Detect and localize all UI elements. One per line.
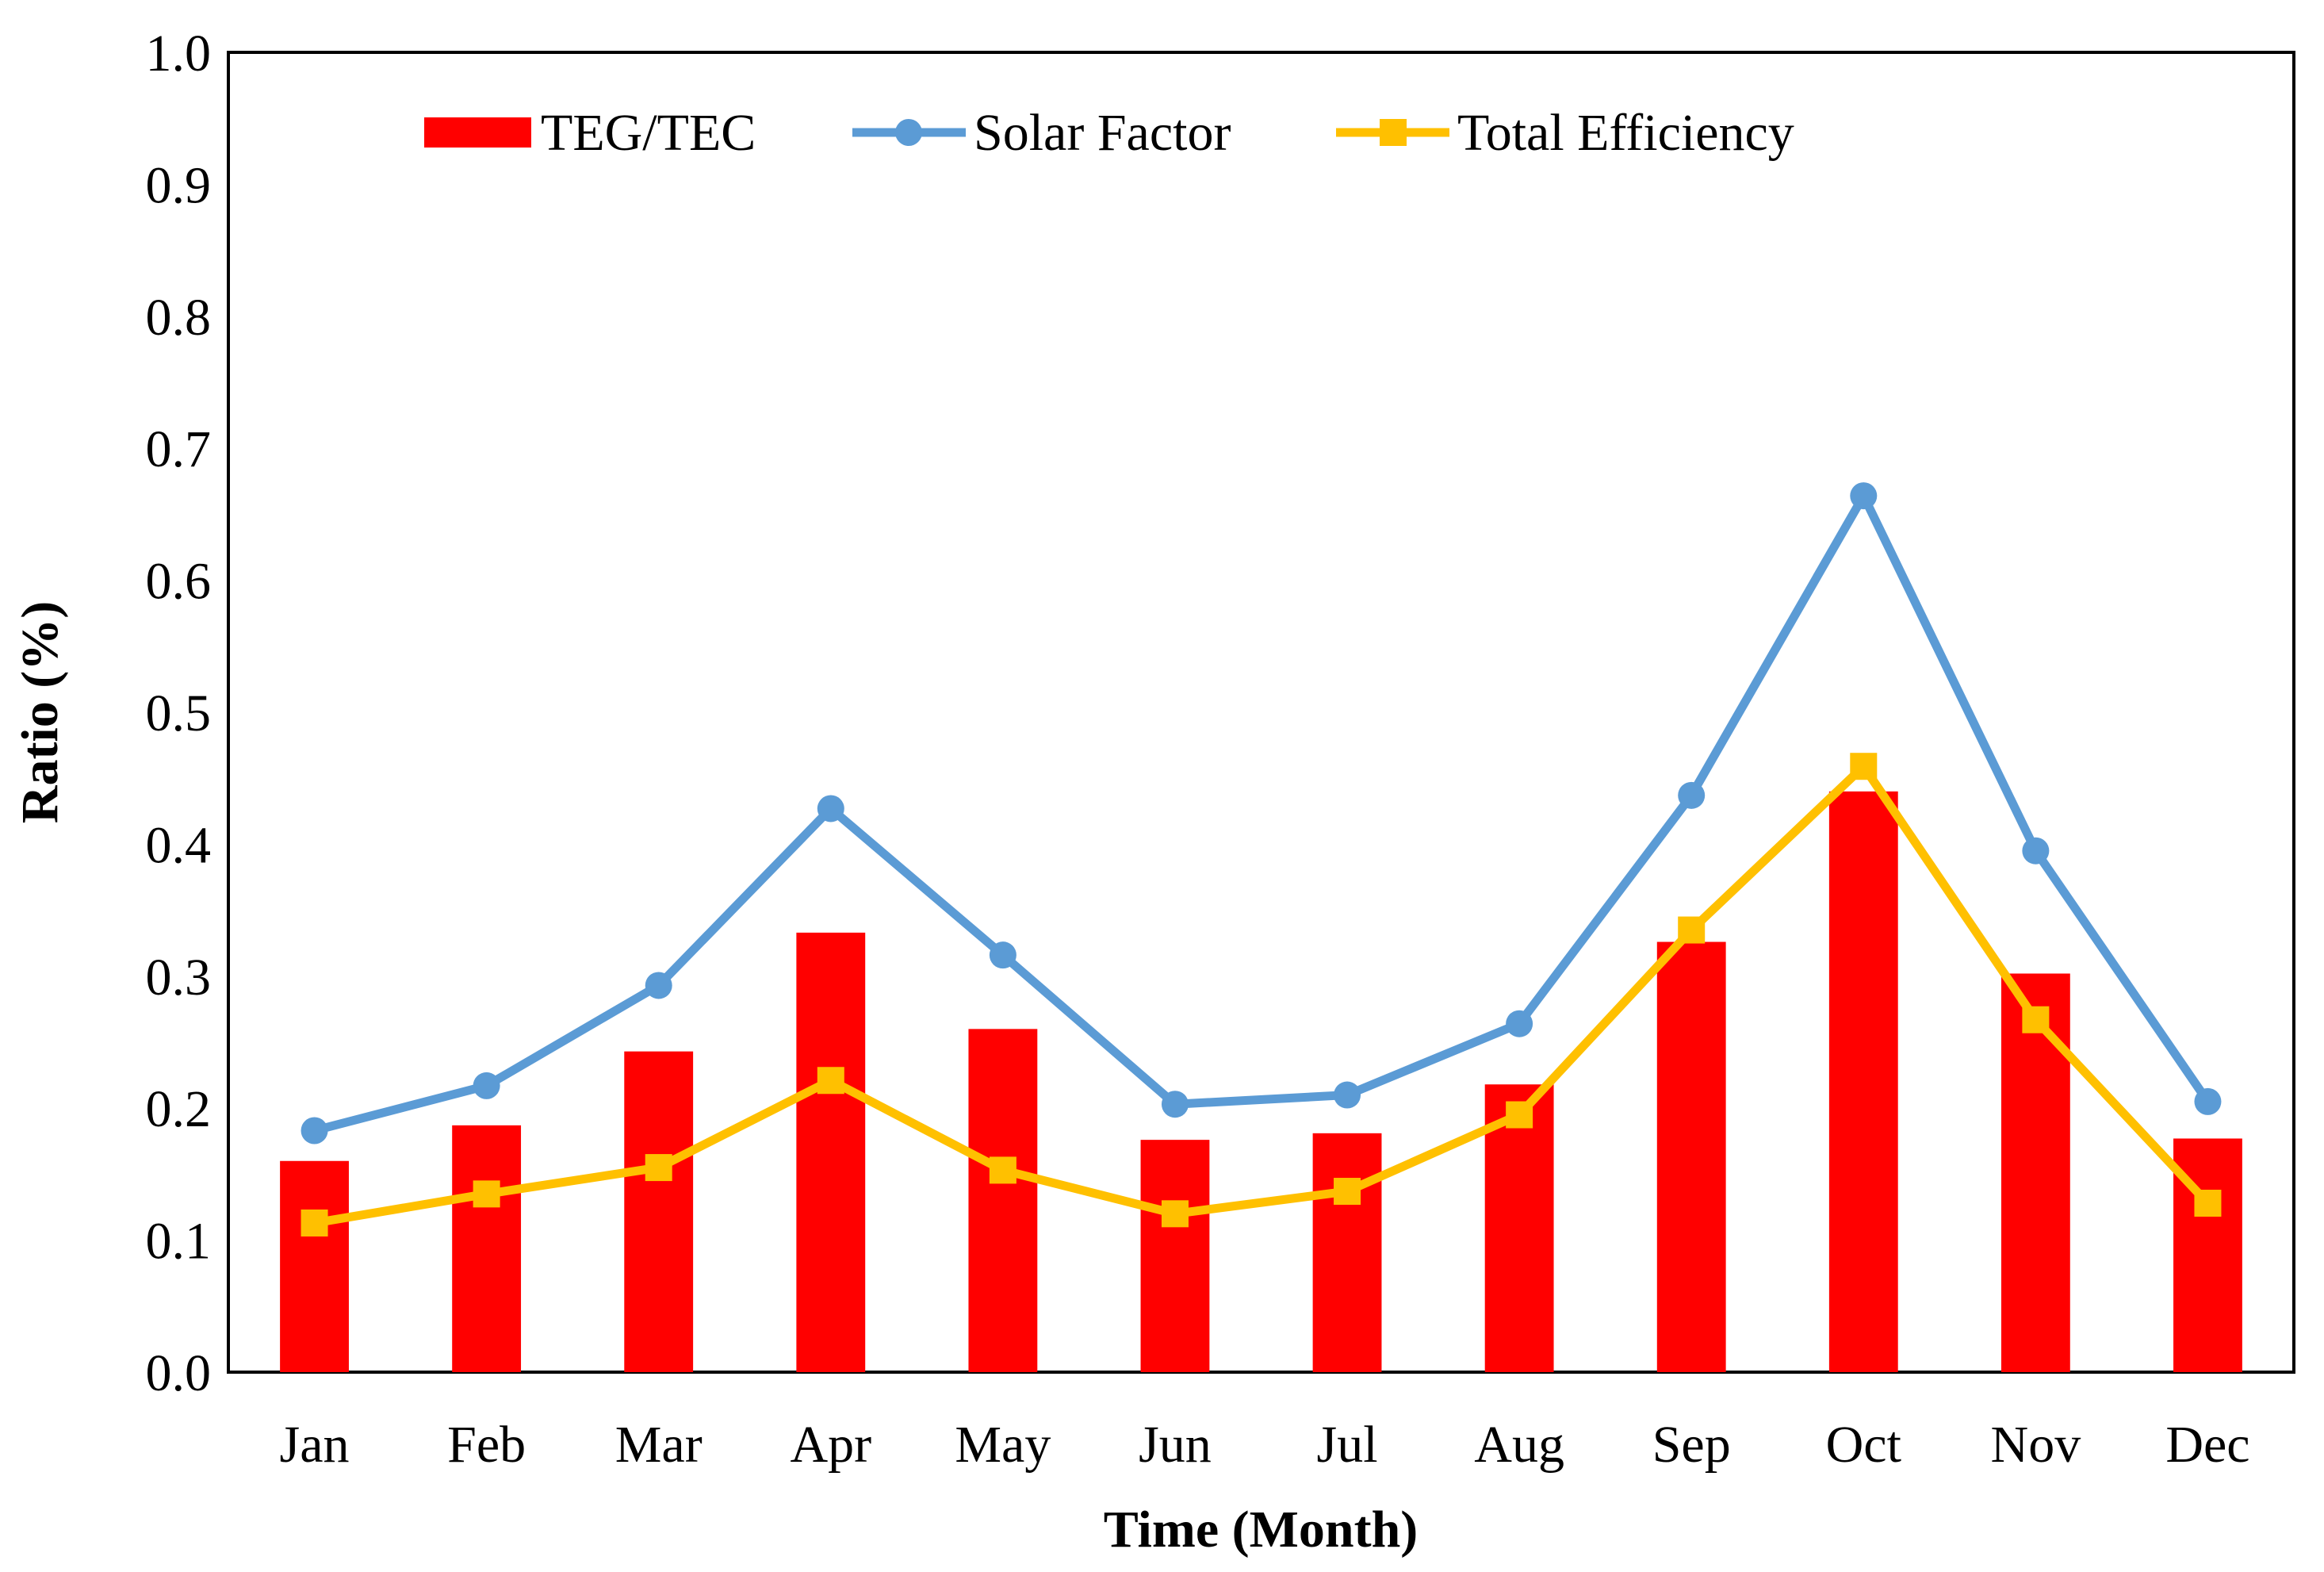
x-tick-label: Apr (790, 1416, 871, 1474)
x-axis-title: Time (Month) (1104, 1501, 1419, 1559)
point-solar-factor (989, 941, 1017, 969)
legend: TEG/TEC Solar Factor Total Efficiency (424, 104, 1794, 162)
legend-marker-solar-factor (895, 119, 922, 146)
x-tick-label: Feb (447, 1416, 526, 1474)
bar-teg-tec (1312, 1133, 1382, 1372)
x-tick-label: Oct (1826, 1416, 1901, 1474)
legend-marker-total-efficiency (1380, 119, 1407, 146)
point-solar-factor (817, 795, 844, 822)
point-total-efficiency (2194, 1190, 2222, 1217)
bar-teg-tec (1656, 941, 1726, 1372)
point-total-efficiency (1334, 1178, 1361, 1206)
y-tick-labels: 0.0 0.1 0.2 0.3 0.4 0.5 0.6 0.7 0.8 0.9 1.0 (146, 25, 212, 1402)
y-tick-label: 0.3 (146, 949, 212, 1006)
point-solar-factor (301, 1117, 328, 1144)
y-tick-label: 0.7 (146, 420, 212, 478)
bar-teg-tec (968, 1029, 1038, 1372)
point-total-efficiency (2022, 1006, 2050, 1033)
bar-teg-tec (280, 1160, 349, 1372)
y-tick-label: 0.1 (146, 1213, 212, 1271)
y-tick-label: 0.9 (146, 156, 212, 214)
point-total-efficiency (817, 1067, 844, 1095)
point-solar-factor (1678, 781, 1706, 809)
legend-label-teg-tec: TEG/TEC (541, 104, 756, 162)
bar-teg-tec (452, 1125, 522, 1372)
point-solar-factor (2194, 1087, 2222, 1115)
y-tick-label: 0.2 (146, 1080, 212, 1138)
x-tick-label: May (955, 1416, 1051, 1474)
point-solar-factor (1161, 1091, 1189, 1118)
legend-swatch-teg-tec (424, 117, 531, 148)
x-tick-label: Aug (1474, 1416, 1564, 1474)
point-total-efficiency (1678, 916, 1706, 944)
point-total-efficiency (645, 1154, 672, 1182)
bar-teg-tec (796, 932, 866, 1372)
x-tick-label: Mar (615, 1416, 703, 1474)
x-tick-label: Sep (1652, 1416, 1731, 1474)
point-solar-factor (473, 1072, 500, 1099)
line-total-efficiency (310, 761, 2212, 1228)
x-tick-labels: Jan Feb Mar Apr May Jun Jul Aug Sep Oct Nov Dec (280, 1416, 2250, 1474)
bar-teg-tec (2000, 973, 2070, 1372)
bar-teg-tec (1484, 1084, 1554, 1372)
point-total-efficiency (1161, 1200, 1189, 1228)
line-solar-factor (310, 491, 2212, 1135)
y-axis-title: Ratio (%) (11, 601, 69, 823)
x-tick-label: Dec (2165, 1416, 2249, 1474)
markers-layer (301, 482, 2222, 1237)
point-total-efficiency (1850, 753, 1878, 780)
point-total-efficiency (473, 1180, 500, 1208)
lines-layer (310, 491, 2212, 1228)
legend-label-total-efficiency: Total Efficiency (1457, 104, 1794, 162)
bars-layer (280, 791, 2242, 1372)
point-solar-factor (1334, 1081, 1361, 1109)
point-total-efficiency (1506, 1101, 1533, 1129)
y-tick-label: 1.0 (146, 25, 212, 82)
plot-frame (227, 51, 2295, 1374)
y-tick-label: 0.8 (146, 289, 212, 347)
point-solar-factor (2022, 837, 2050, 865)
point-solar-factor (1506, 1010, 1533, 1037)
bar-teg-tec (1828, 791, 1898, 1372)
bar-teg-tec (624, 1051, 694, 1372)
point-solar-factor (645, 972, 672, 999)
y-tick-label: 0.5 (146, 684, 212, 742)
y-tick-label: 0.0 (146, 1344, 212, 1402)
point-solar-factor (1850, 482, 1878, 510)
point-total-efficiency (301, 1209, 328, 1237)
y-tick-label: 0.4 (146, 816, 212, 874)
x-tick-label: Nov (1991, 1416, 2081, 1474)
legend-label-solar-factor: Solar Factor (974, 104, 1231, 162)
x-tick-label: Jul (1317, 1416, 1378, 1474)
x-tick-label: Jan (280, 1416, 350, 1474)
x-tick-label: Jun (1139, 1416, 1212, 1474)
bar-teg-tec (1140, 1140, 1210, 1372)
y-tick-label: 0.6 (146, 553, 212, 611)
point-total-efficiency (989, 1156, 1017, 1184)
